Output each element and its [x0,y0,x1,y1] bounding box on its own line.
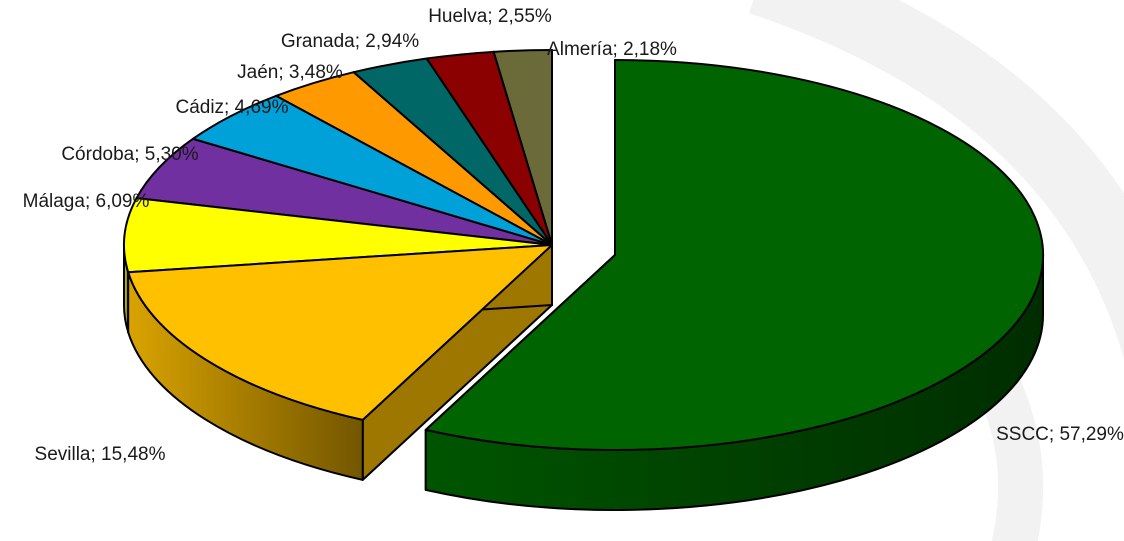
data-label-granada: Granada; 2,94% [281,31,419,52]
data-label-c-rdoba: Córdoba; 5,30% [61,144,198,165]
data-label-m-laga: Málaga; 6,09% [23,191,150,212]
data-label-sscc: SSCC; 57,29% [996,424,1124,445]
slice-sscc [424,59,1044,451]
data-label-ja-n: Jaén; 3,48% [237,62,343,83]
data-label-sevilla: Sevilla; 15,48% [35,444,166,465]
data-label-huelva: Huelva; 2,55% [428,6,552,27]
data-labels: SSCC; 57,29% Sevilla; 15,48% Málaga; 6,09%… [23,6,1124,465]
slice-c-rdoba [135,137,553,246]
data-label-almer-a: Almería; 2,18% [547,39,677,60]
slice-m-laga [123,197,553,274]
slice-tops [123,49,1044,451]
data-label-c-diz: Cádiz; 4,69% [175,97,288,118]
slice-sevilla [127,244,553,421]
background-swoosh [748,0,1124,360]
